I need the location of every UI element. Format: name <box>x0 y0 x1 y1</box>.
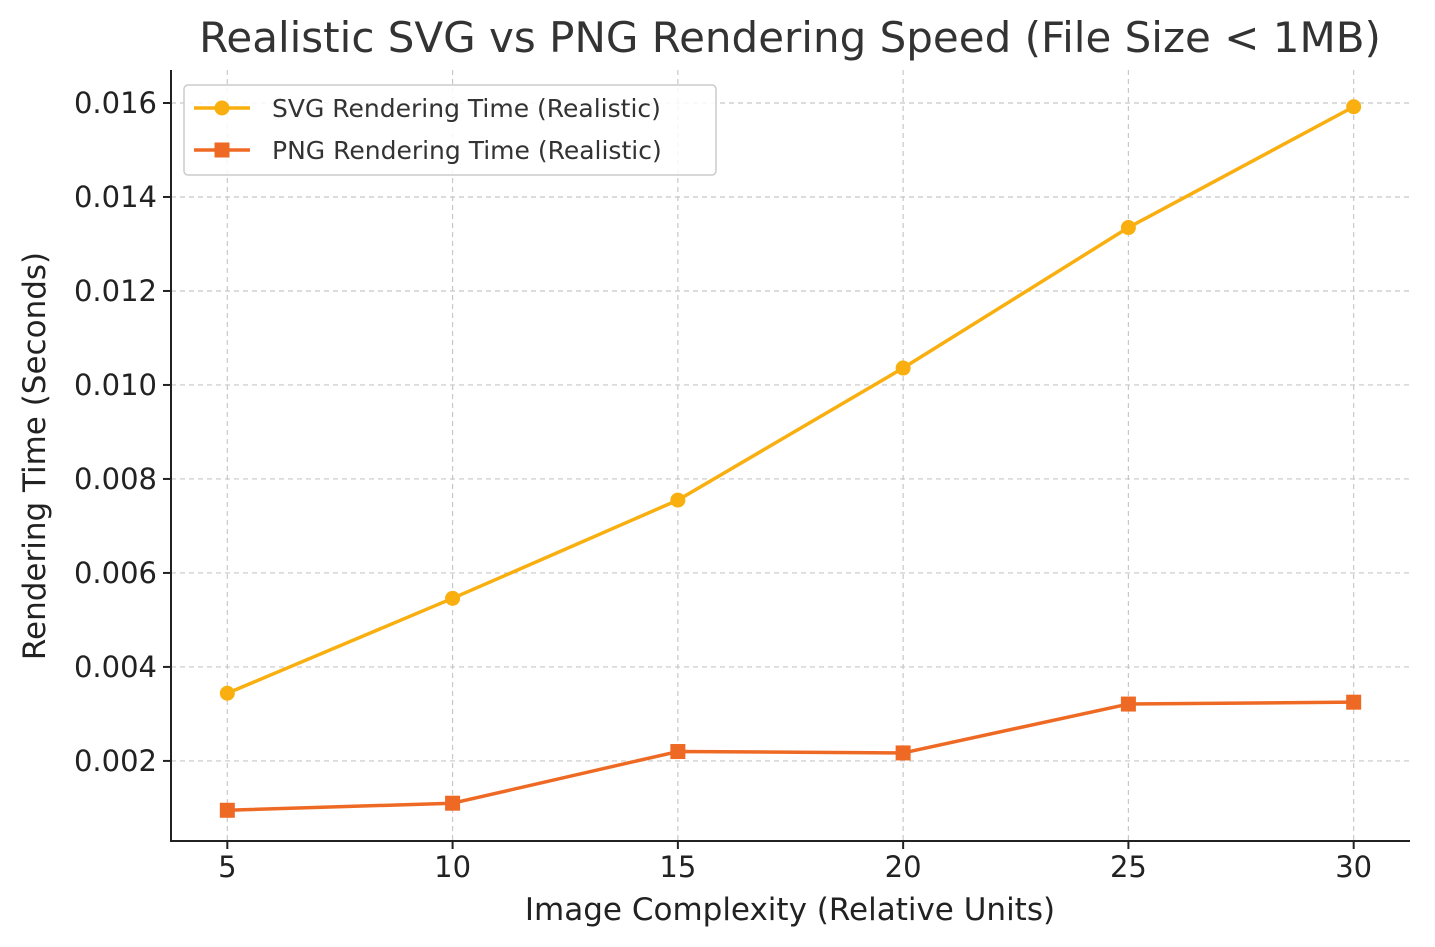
data-point <box>219 685 235 701</box>
y-tick-label: 0.012 <box>74 274 157 308</box>
y-tick-label: 0.004 <box>74 650 157 684</box>
data-point <box>895 360 911 376</box>
x-tick-label: 25 <box>1110 850 1147 884</box>
series-png <box>219 694 1362 818</box>
data-point <box>895 745 911 761</box>
data-point <box>670 744 686 760</box>
data-point <box>445 795 461 811</box>
y-axis-label: Rendering Time (Seconds) <box>17 252 53 660</box>
grid-lines <box>171 70 1410 841</box>
data-point <box>1120 220 1136 236</box>
legend-label-svg: SVG Rendering Time (Realistic) <box>272 94 661 123</box>
x-tick-label: 10 <box>434 850 471 884</box>
data-point <box>219 802 235 818</box>
y-tick-label: 0.008 <box>74 462 157 496</box>
data-point <box>445 590 461 606</box>
series-svg <box>219 99 1362 701</box>
x-tick-label: 5 <box>218 850 236 884</box>
legend-marker-png <box>214 142 230 158</box>
data-point <box>1346 99 1362 115</box>
data-point <box>670 492 686 508</box>
legend-label-png: PNG Rendering Time (Realistic) <box>272 136 662 165</box>
x-axis-ticks: 5 10 15 20 25 30 <box>218 841 1372 884</box>
series-layer <box>219 99 1362 818</box>
data-point <box>1346 694 1362 710</box>
series-line <box>227 700 1354 813</box>
x-tick-label: 15 <box>659 850 696 884</box>
series-line <box>226 105 1355 695</box>
x-tick-label: 20 <box>885 850 922 884</box>
y-tick-label: 0.016 <box>74 86 157 120</box>
data-point <box>1120 696 1136 712</box>
y-tick-label: 0.014 <box>74 180 157 214</box>
y-tick-label: 0.010 <box>74 368 157 402</box>
chart-title: Realistic SVG vs PNG Rendering Speed (Fi… <box>199 13 1381 62</box>
legend: SVG Rendering Time (Realistic) PNG Rende… <box>183 84 717 176</box>
y-tick-label: 0.006 <box>74 556 157 590</box>
legend-marker-svg <box>214 100 230 116</box>
legend-box <box>183 84 717 176</box>
x-tick-label: 30 <box>1335 850 1372 884</box>
x-axis-label: Image Complexity (Relative Units) <box>525 892 1055 928</box>
y-axis-ticks: 0.002 0.004 0.006 0.008 0.010 0.012 0.014 0.016 <box>74 86 171 778</box>
axis-spines <box>170 70 1410 842</box>
y-tick-label: 0.002 <box>74 744 157 778</box>
axes <box>170 70 1410 842</box>
